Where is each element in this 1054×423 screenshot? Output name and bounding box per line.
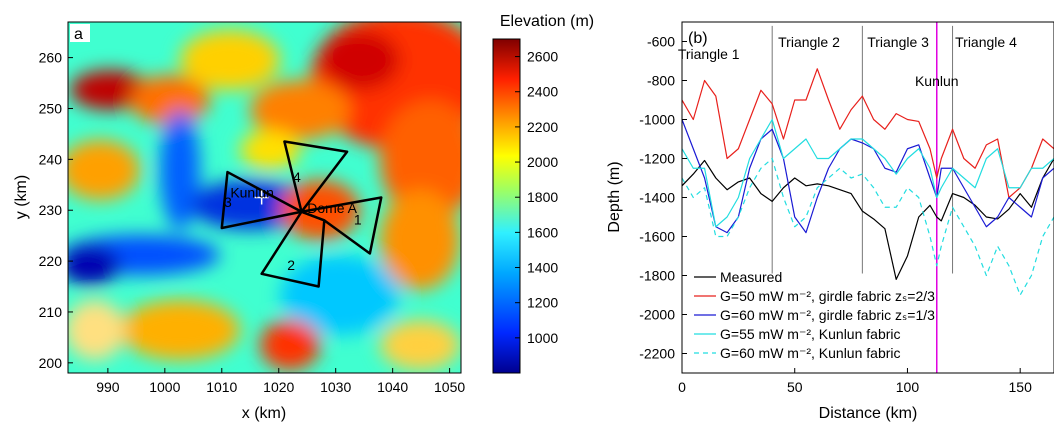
elevation-heatmap: [68, 22, 461, 373]
colorbar: [492, 38, 521, 374]
panel-a-xlabel: x (km): [242, 405, 286, 422]
triangle-3: [220, 170, 303, 230]
a-xtick-label: 1000: [149, 379, 180, 395]
a-xtick-label: 1020: [263, 379, 294, 395]
b-ytick-label: -1800: [639, 268, 675, 284]
legend-label: G=60 mW m⁻², Kunlun fabric: [720, 345, 901, 361]
a-annotation: 2: [287, 257, 295, 273]
colorbar-tick-label: 1800: [527, 189, 558, 205]
a-ytick-label: 240: [39, 151, 63, 167]
a-annotation: Kunlun: [230, 185, 274, 201]
a-ytick-label: 220: [39, 253, 63, 269]
b-ytick-label: -800: [647, 73, 675, 89]
triangles: [220, 140, 383, 288]
a-ytick-label: 200: [39, 355, 63, 371]
colorbar-title: Elevation (m): [500, 13, 594, 30]
panel-a-annotations: Kunlun Dome A1 2 3 4: [224, 169, 362, 273]
a-annotation: 4: [293, 169, 301, 185]
a-xtick-label: 1030: [320, 379, 351, 395]
panel-b: 0 50 100 150 -600 -800 -1000 -1200 -1400 -1600 -18…: [606, 21, 1054, 422]
colorbar-tick-label: 1200: [527, 295, 558, 311]
b-xtick-label: 100: [896, 379, 920, 395]
a-xtick-label: 990: [96, 379, 120, 395]
b-ytick-label: -600: [647, 34, 675, 50]
section-labels: Triangle 1 Triangle 2 Triangle 3 Triangle 4: [678, 34, 1017, 62]
colorbar-tick-label: 1000: [527, 330, 558, 346]
b-ytick-label: -1600: [639, 229, 675, 245]
legend-label: G=50 mW m⁻², girdle fabric zₛ=2/3: [720, 288, 935, 304]
a-xtick-label: 1040: [377, 379, 408, 395]
legend-label: G=60 mW m⁻², girdle fabric zₛ=1/3: [720, 307, 935, 323]
series-line-2: [682, 68, 1054, 199]
a-ytick-label: 210: [39, 304, 63, 320]
panel-b-ylabel: Depth (m): [606, 161, 623, 232]
b-ytick-label: -2000: [639, 307, 675, 323]
b-xtick-label: 0: [678, 379, 686, 395]
panel-b-label: (b): [688, 30, 708, 47]
panel-a-frame: [67, 21, 462, 374]
b-ytick-label: -1400: [639, 190, 675, 206]
section-label: Triangle 4: [955, 34, 1017, 50]
legend: Measured G=50 mW m⁻², girdle fabric zₛ=2/…: [694, 269, 935, 361]
a-ytick-label: 230: [39, 202, 63, 218]
colorbar-tick-label: 2000: [527, 154, 558, 170]
colorbar-tick-label: 2200: [527, 119, 558, 135]
kunlun-label: Kunlun: [915, 73, 959, 89]
series-line-1: [682, 158, 1054, 280]
a-xtick-label: 1010: [206, 379, 237, 395]
legend-label: Measured: [720, 269, 782, 285]
section-label: Triangle 1: [678, 46, 740, 62]
a-ytick-label: 260: [39, 50, 63, 66]
b-xtick-label: 150: [1009, 379, 1033, 395]
colorbar-tick-label: 1600: [527, 224, 558, 240]
series-line-4: [682, 118, 1054, 228]
b-ytick-label: -2200: [639, 346, 675, 362]
colorbar-tick-label: 2600: [527, 49, 558, 65]
panel-a-label-box: [70, 24, 90, 42]
b-ytick-label: -1000: [639, 112, 675, 128]
b-ytick-label: -1200: [639, 151, 675, 167]
depth-series: [682, 68, 1054, 296]
triangle-4: [283, 140, 349, 213]
colorbar-ticks: 1000 1200 1400 1600 1800 2000 2200 2400 2600: [515, 49, 558, 346]
a-ytick-label: 250: [39, 100, 63, 116]
b-xtick-label: 50: [787, 379, 803, 395]
triangle-2: [260, 210, 326, 288]
a-annotation: Dome A: [307, 200, 357, 216]
panel-a-ticks: 990 1000 1010 1020 1030 1040 1050 200 210 220 230 2…: [39, 50, 466, 395]
section-label: Triangle 3: [867, 34, 929, 50]
colorbar-tick-label: 1400: [527, 260, 558, 276]
panel-a-ylabel: y (km): [13, 175, 30, 219]
series-line-5: [682, 157, 1054, 296]
kunlun-marker-icon: [254, 190, 269, 205]
section-label: Triangle 2: [778, 34, 840, 50]
panel-b-background: [682, 22, 1054, 373]
panel-a: 990 1000 1010 1020 1030 1040 1050 200 210 220 230 2…: [13, 13, 594, 422]
panel-a-label: a: [74, 26, 83, 43]
legend-label: G=55 mW m⁻², Kunlun fabric: [720, 326, 901, 342]
panel-b-ticks: 0 50 100 150 -600 -800 -1000 -1200 -1400 -1600 -18…: [639, 34, 1032, 396]
a-annotation: 3: [224, 194, 232, 210]
panel-b-xlabel: Distance (km): [819, 405, 918, 422]
a-xtick-label: 1050: [434, 379, 465, 395]
a-annotation: 1: [354, 211, 362, 227]
colorbar-tick-label: 2400: [527, 84, 558, 100]
